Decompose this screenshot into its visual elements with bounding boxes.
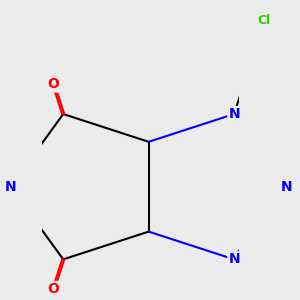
Text: N: N [281,180,293,194]
Text: O: O [48,282,60,296]
Text: N: N [228,252,240,266]
Text: N: N [4,180,16,194]
Text: O: O [48,77,60,92]
Text: N: N [228,107,240,121]
Text: Cl: Cl [258,14,271,27]
